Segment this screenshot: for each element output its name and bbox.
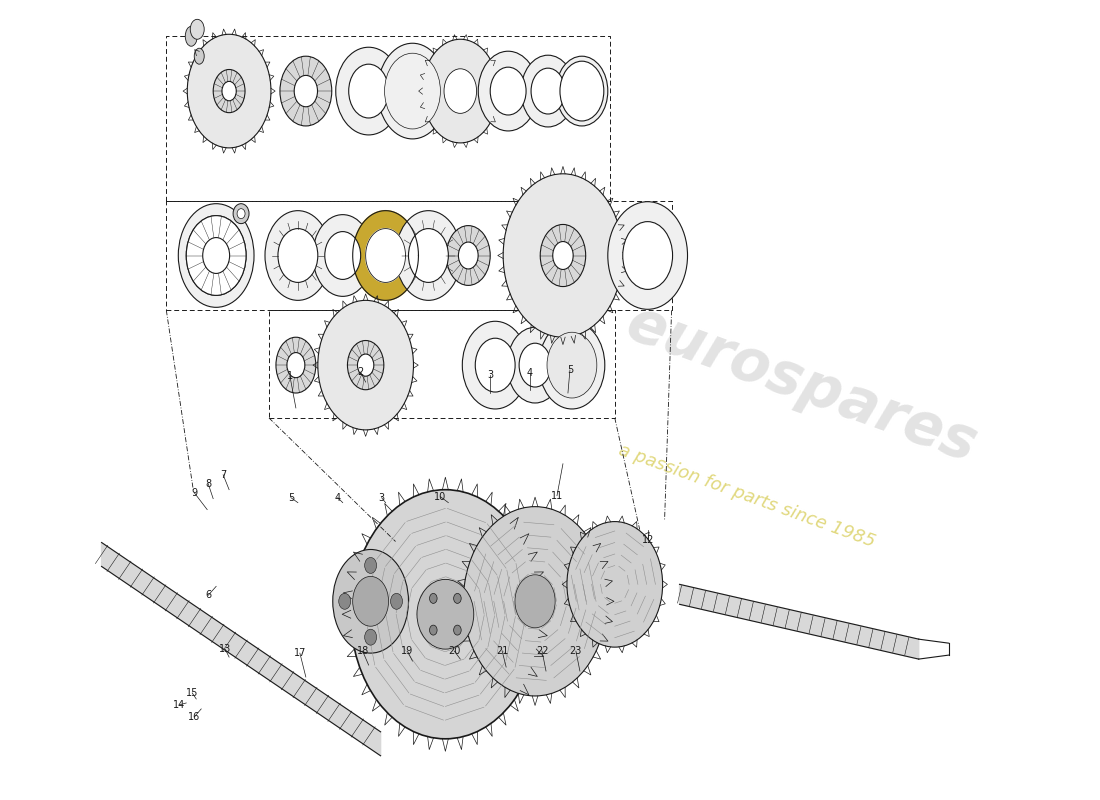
Ellipse shape	[265, 210, 331, 300]
Ellipse shape	[364, 630, 376, 645]
Ellipse shape	[364, 558, 376, 574]
Ellipse shape	[539, 322, 605, 409]
Ellipse shape	[462, 322, 528, 409]
Text: 14: 14	[173, 700, 186, 710]
Ellipse shape	[276, 338, 316, 393]
Ellipse shape	[503, 174, 623, 338]
Ellipse shape	[553, 339, 591, 391]
Polygon shape	[680, 584, 918, 659]
Ellipse shape	[186, 216, 246, 295]
Text: 16: 16	[188, 712, 200, 722]
Ellipse shape	[190, 19, 205, 39]
Text: 22: 22	[536, 646, 548, 656]
Ellipse shape	[623, 222, 672, 290]
Text: a passion for parts since 1985: a passion for parts since 1985	[616, 441, 878, 550]
Ellipse shape	[408, 229, 449, 282]
Ellipse shape	[312, 214, 373, 296]
Text: 23: 23	[570, 646, 582, 656]
Ellipse shape	[353, 576, 388, 626]
Text: 17: 17	[294, 648, 306, 658]
Ellipse shape	[491, 67, 526, 115]
Ellipse shape	[608, 202, 688, 310]
Ellipse shape	[390, 594, 403, 610]
Ellipse shape	[453, 625, 461, 635]
Polygon shape	[353, 210, 418, 300]
Ellipse shape	[459, 242, 478, 269]
Ellipse shape	[348, 341, 384, 390]
Ellipse shape	[202, 238, 230, 274]
Ellipse shape	[475, 338, 515, 392]
Ellipse shape	[556, 56, 608, 126]
Ellipse shape	[279, 56, 332, 126]
Ellipse shape	[531, 68, 565, 114]
Ellipse shape	[447, 226, 491, 286]
Ellipse shape	[521, 55, 575, 127]
Ellipse shape	[339, 594, 351, 610]
Text: 6: 6	[205, 590, 211, 600]
Ellipse shape	[396, 210, 461, 300]
Ellipse shape	[540, 225, 585, 286]
Text: 15: 15	[186, 688, 198, 698]
Text: 10: 10	[434, 492, 447, 502]
Ellipse shape	[429, 625, 437, 635]
Ellipse shape	[351, 490, 540, 739]
Text: 18: 18	[356, 646, 369, 656]
Ellipse shape	[566, 522, 662, 647]
Ellipse shape	[178, 204, 254, 307]
Ellipse shape	[287, 353, 305, 378]
Text: 5: 5	[288, 493, 294, 502]
Ellipse shape	[429, 594, 437, 603]
Ellipse shape	[507, 327, 563, 403]
Ellipse shape	[547, 332, 597, 398]
Text: 4: 4	[334, 493, 341, 502]
Ellipse shape	[233, 204, 249, 224]
Ellipse shape	[278, 229, 318, 282]
Text: 2: 2	[358, 367, 364, 377]
Ellipse shape	[324, 231, 361, 279]
Ellipse shape	[294, 75, 318, 106]
Ellipse shape	[238, 209, 245, 218]
Text: 7: 7	[220, 470, 227, 480]
Ellipse shape	[519, 343, 551, 387]
Text: eurospares: eurospares	[619, 294, 986, 474]
Text: 3: 3	[487, 370, 493, 380]
Ellipse shape	[390, 61, 435, 121]
Text: 20: 20	[448, 646, 461, 656]
Text: 13: 13	[219, 644, 231, 654]
Ellipse shape	[186, 216, 246, 295]
Ellipse shape	[444, 69, 476, 114]
Ellipse shape	[333, 550, 408, 653]
Ellipse shape	[187, 34, 271, 148]
Ellipse shape	[515, 574, 556, 628]
Ellipse shape	[552, 242, 573, 270]
Ellipse shape	[222, 82, 236, 101]
Ellipse shape	[478, 51, 538, 131]
Ellipse shape	[417, 579, 474, 649]
Ellipse shape	[377, 43, 448, 139]
Text: 4: 4	[527, 368, 534, 378]
Ellipse shape	[349, 64, 388, 118]
Text: 5: 5	[566, 365, 573, 375]
Ellipse shape	[560, 61, 604, 121]
Text: 8: 8	[205, 478, 211, 489]
Polygon shape	[365, 229, 406, 282]
Ellipse shape	[422, 39, 498, 143]
Ellipse shape	[385, 54, 440, 129]
Text: 12: 12	[641, 534, 653, 545]
Ellipse shape	[463, 506, 607, 696]
Ellipse shape	[336, 47, 402, 135]
Text: 21: 21	[496, 646, 508, 656]
Ellipse shape	[195, 48, 205, 64]
Text: 3: 3	[378, 493, 385, 502]
Ellipse shape	[213, 70, 245, 113]
Ellipse shape	[358, 354, 374, 376]
Ellipse shape	[318, 300, 414, 430]
Text: 1: 1	[287, 371, 293, 381]
Text: 19: 19	[402, 646, 414, 656]
Ellipse shape	[453, 594, 461, 603]
Polygon shape	[101, 542, 381, 756]
Text: 9: 9	[191, 488, 197, 498]
Text: 11: 11	[551, 490, 563, 501]
Ellipse shape	[185, 26, 197, 46]
